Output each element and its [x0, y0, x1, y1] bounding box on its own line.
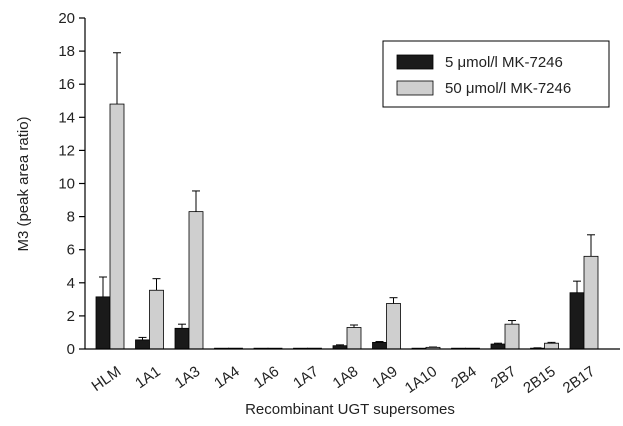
x-tick-label: 1A4 — [211, 363, 243, 392]
x-axis: HLM 1A1 1A3 1A4 1A6 1A7 1A8 1A9 1A10 2B4 2B7 2B15 2B… — [85, 349, 620, 397]
y-tick-label: 20 — [58, 10, 75, 27]
bar-group — [373, 298, 401, 349]
bar — [373, 342, 387, 349]
bar — [491, 344, 505, 349]
x-tick-label: 1A7 — [290, 363, 322, 392]
bar-group — [491, 321, 519, 349]
x-tick-label: 1A9 — [369, 363, 401, 392]
bar-group — [96, 53, 124, 349]
bar — [545, 343, 559, 349]
x-tick-label: 2B4 — [448, 363, 480, 392]
x-axis-title: Recombinant UGT supersomes — [245, 401, 455, 418]
x-tick-label: 1A6 — [251, 363, 283, 392]
x-tick-label: 2B17 — [560, 363, 598, 397]
bar — [584, 256, 598, 349]
legend-box — [383, 41, 609, 107]
bar — [150, 290, 164, 349]
bar — [505, 324, 519, 349]
bar — [570, 293, 584, 349]
y-tick-label: 18 — [58, 43, 75, 60]
y-tick-label: 8 — [67, 209, 75, 226]
legend-label: 50 μmol/l MK-7246 — [445, 80, 571, 97]
bar — [96, 297, 110, 349]
x-tick-label: 1A8 — [330, 363, 362, 392]
legend: 5 μmol/l MK-7246 50 μmol/l MK-7246 — [383, 41, 609, 107]
bar — [110, 104, 124, 349]
y-tick-label: 6 — [67, 242, 75, 259]
bar-group — [333, 325, 361, 349]
y-tick-label: 12 — [58, 142, 75, 159]
bar — [175, 328, 189, 349]
bar-group — [175, 191, 203, 349]
y-tick-label: 0 — [67, 341, 75, 358]
legend-swatch — [397, 55, 433, 69]
bar — [387, 303, 401, 349]
legend-swatch — [397, 81, 433, 95]
y-tick-label: 2 — [67, 308, 75, 325]
x-tick-label: 1A3 — [172, 363, 204, 392]
legend-label: 5 μmol/l MK-7246 — [445, 54, 563, 71]
y-tick-label: 10 — [58, 176, 75, 193]
y-axis: 0 2 4 6 8 10 12 14 16 18 20 — [58, 10, 85, 358]
y-tick-label: 4 — [67, 275, 75, 292]
y-axis-title: M3 (peak area ratio) — [15, 116, 32, 251]
bar — [136, 340, 150, 349]
x-tick-label: 1A10 — [402, 363, 440, 397]
bar-group — [136, 279, 164, 349]
bar — [347, 327, 361, 349]
y-tick-label: 16 — [58, 76, 75, 93]
y-tick-label: 14 — [58, 109, 75, 126]
bar-group — [570, 235, 598, 349]
x-tick-label: 2B15 — [520, 363, 558, 397]
x-tick-label: HLM — [89, 363, 125, 395]
x-tick-label: 1A1 — [132, 363, 164, 392]
bar-group — [531, 342, 559, 349]
x-tick-label: 2B7 — [488, 363, 520, 392]
bar — [189, 212, 203, 349]
